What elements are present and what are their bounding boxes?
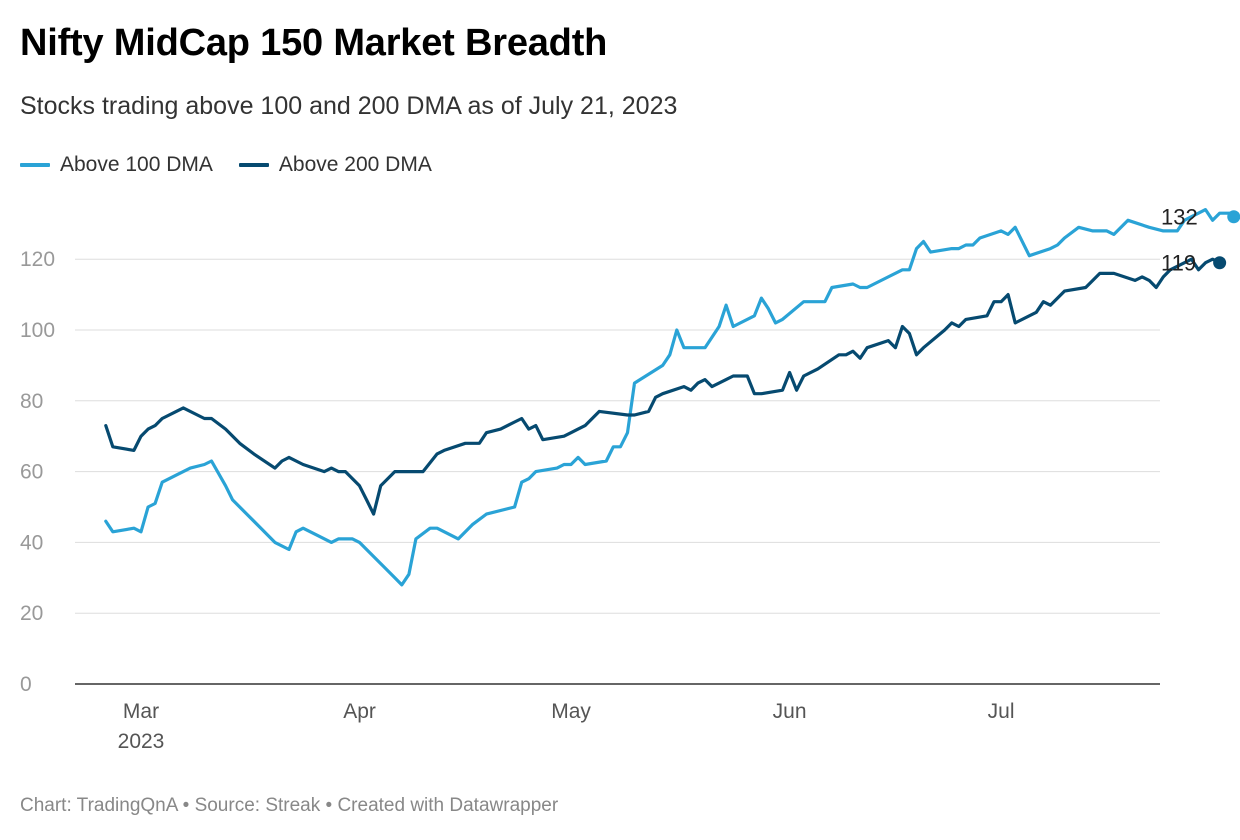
legend-swatch-above-200 [238,163,269,167]
legend-swatch-above-100 [20,163,50,167]
chart-title: Nifty MidCap 150 Market Breadth [20,22,608,64]
x-tick-label-jul: Jul [988,700,1015,723]
x-tick-sublabel-2023: 2023 [118,730,165,753]
series-end-label-above-200: 119 [1161,251,1196,276]
legend: Above 100 DMA Above 200 DMA [20,153,458,177]
chart-subtitle: Stocks trading above 100 and 200 DMA as … [20,92,678,120]
x-tick-label-jun: Jun [773,700,807,723]
series-end-marker-above-100 [1227,210,1240,224]
y-tick-label-100: 100 [20,319,55,342]
x-tick-label-apr: Apr [343,700,376,723]
series-line-above-100 [104,208,1236,587]
x-tick-label-may: May [551,700,591,723]
y-tick-label-120: 120 [20,248,55,271]
legend-label-above-200: Above 200 DMA [278,153,432,176]
series-end-marker-above-200 [1213,256,1227,270]
y-tick-label-80: 80 [20,390,43,413]
line-chart: 0 20 40 60 80 100 120 Mar 2023 Apr May Jun Jul 132 119 [20,205,1240,753]
chart-credit: Chart: TradingQnA • Source: Streak • Cre… [20,795,559,816]
legend-item-above-100: Above 100 DMA [20,153,213,177]
series-line-above-200 [104,257,1222,516]
y-tick-label-40: 40 [20,531,43,554]
y-tick-label-60: 60 [20,461,43,484]
y-tick-label-0: 0 [20,673,32,696]
series-end-label-above-100: 132 [1161,205,1198,230]
legend-label-above-100: Above 100 DMA [60,153,213,176]
x-tick-label-mar: Mar [123,700,159,723]
y-tick-label-20: 20 [20,602,43,625]
legend-item-above-200: Above 200 DMA [238,153,432,177]
